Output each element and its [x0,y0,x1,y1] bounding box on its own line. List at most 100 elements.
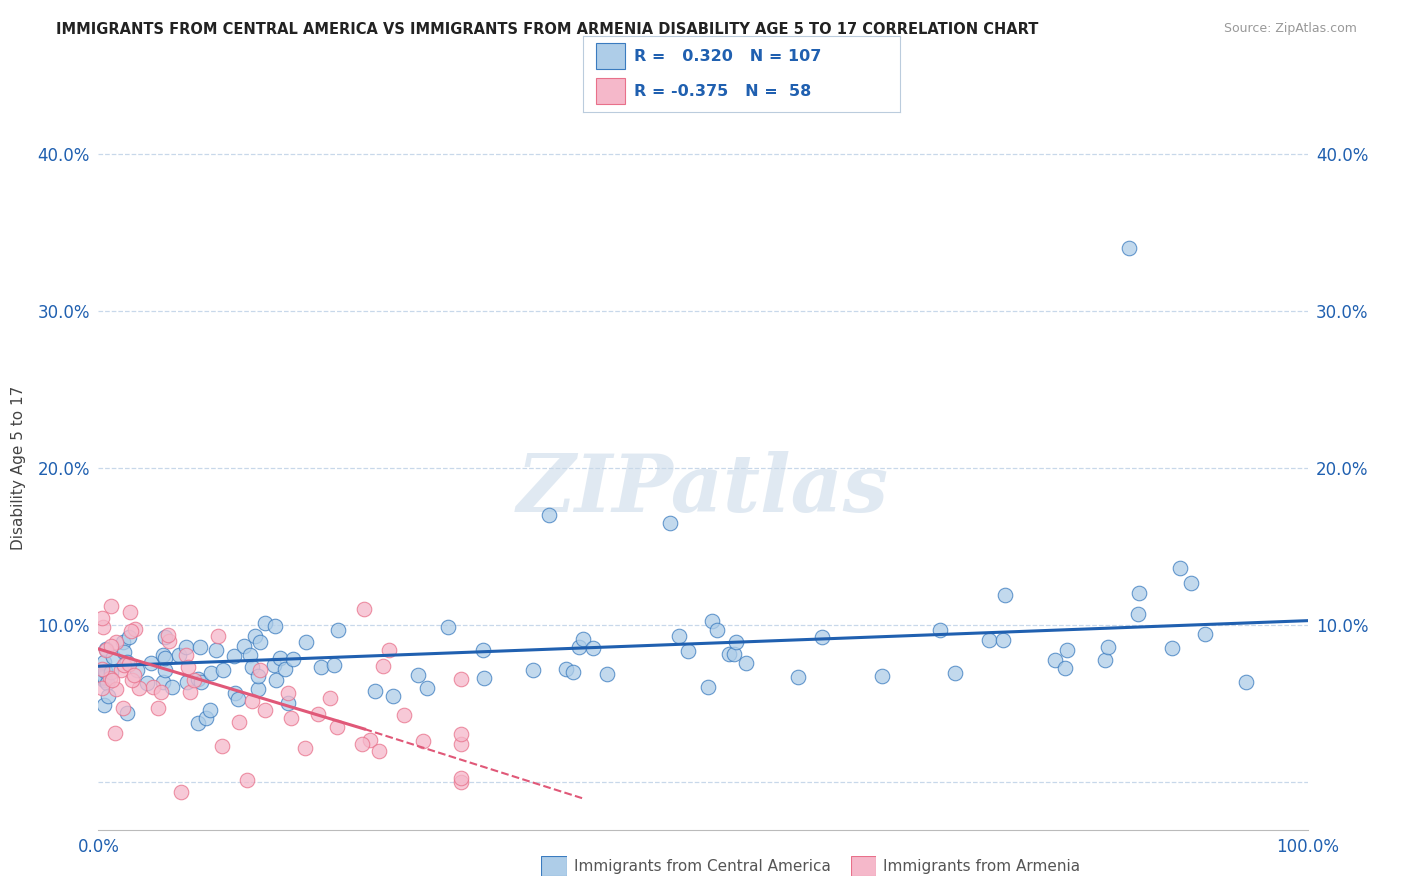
Point [280,711,302,725]
Point [450,727,472,741]
Point [98,671,121,685]
Text: ZIPatlas: ZIPatlas [517,451,889,529]
Point [139,656,162,670]
Point [104,635,127,649]
Point [928,624,950,638]
Point [318,691,340,706]
Point [120,624,142,638]
Point [167,648,190,662]
Point [111,635,134,649]
Point [522,663,544,677]
Point [359,732,381,747]
Text: Immigrants from Armenia: Immigrants from Armenia [883,859,1080,873]
Point [153,663,176,677]
Point [326,720,349,734]
Point [392,708,415,723]
Point [368,743,391,757]
Point [249,635,271,649]
Point [190,675,212,690]
Point [979,633,1001,648]
Text: IMMIGRANTS FROM CENTRAL AMERICA VS IMMIGRANTS FROM ARMENIA DISABILITY AGE 5 TO 1: IMMIGRANTS FROM CENTRAL AMERICA VS IMMIG… [56,22,1039,37]
Point [700,614,723,628]
Point [198,703,221,717]
Point [294,740,316,755]
Point [93,667,115,681]
Point [353,601,375,615]
Point [174,648,197,663]
Point [242,660,264,674]
Point [734,657,756,671]
Point [717,647,740,661]
Point [943,666,966,681]
Point [991,633,1014,648]
FancyBboxPatch shape [851,856,876,876]
Point [155,651,177,665]
Point [100,599,122,613]
Point [110,663,132,677]
Point [96,676,118,690]
Point [91,681,114,696]
Point [93,671,115,685]
Point [104,682,127,697]
Point [697,681,720,695]
Point [371,659,394,673]
Point [100,639,122,653]
Point [187,672,209,686]
Point [415,681,437,695]
Point [472,671,495,685]
Point [811,630,834,644]
Point [124,668,146,682]
Point [170,785,193,799]
Point [364,684,387,698]
Point [160,680,183,694]
Point [156,628,179,642]
Point [568,640,591,654]
Point [211,739,233,753]
Point [659,516,682,531]
Text: R = -0.375   N =  58: R = -0.375 N = 58 [634,84,811,98]
Point [93,655,115,669]
Point [124,623,146,637]
Point [243,629,266,643]
Point [226,691,249,706]
Point [115,706,138,720]
Point [269,650,291,665]
Point [537,508,560,523]
Point [157,633,180,648]
Point [115,656,138,670]
Point [472,643,495,657]
Point [411,733,433,747]
Point [174,640,197,654]
Point [328,624,350,638]
Point [93,669,115,683]
Text: R =   0.320   N = 107: R = 0.320 N = 107 [634,49,821,63]
Point [112,645,135,659]
Point [706,623,728,637]
Point [148,701,170,715]
Point [311,660,333,674]
Point [1126,607,1149,621]
Point [176,675,198,690]
Point [378,643,401,657]
Point [1234,674,1257,689]
Point [571,632,593,646]
Point [128,681,150,695]
Point [1180,576,1202,591]
Point [111,700,134,714]
Point [93,670,115,684]
Point [1118,241,1140,255]
Point [177,660,200,674]
Point [264,673,287,687]
Point [294,635,316,649]
Point [224,686,246,700]
Point [1168,561,1191,575]
Point [187,715,209,730]
Point [96,642,118,657]
Point [723,647,745,661]
Point [101,650,124,665]
FancyBboxPatch shape [596,44,624,69]
Point [307,706,329,721]
Point [228,714,250,729]
Point [236,772,259,787]
Point [239,648,262,662]
